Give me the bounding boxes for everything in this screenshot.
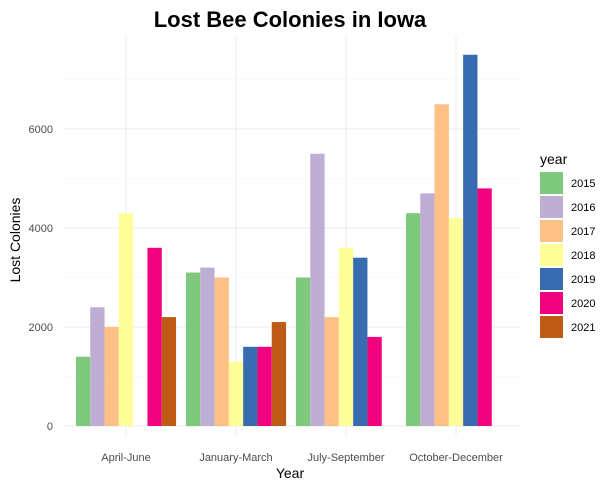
bar — [420, 193, 435, 426]
legend-key — [540, 316, 563, 338]
bar — [271, 322, 287, 426]
bar — [90, 307, 105, 426]
y-axis: 0 2000 4000 6000 — [29, 124, 53, 433]
legend-label: 2016 — [571, 202, 595, 214]
x-tick-label: January-March — [199, 452, 272, 464]
bar — [104, 327, 119, 426]
bar — [367, 336, 382, 426]
x-tick-label: October-December — [409, 452, 503, 464]
legend-key — [540, 196, 563, 218]
y-tick-label: 2000 — [29, 322, 53, 334]
bar — [310, 153, 325, 426]
y-tick-label: 4000 — [29, 223, 53, 235]
bar — [324, 317, 339, 426]
bar — [118, 213, 134, 426]
bar — [434, 104, 449, 426]
legend-key — [540, 244, 563, 266]
x-axis-title: Year — [276, 465, 305, 481]
legend-label: 2018 — [571, 250, 595, 262]
bar — [463, 54, 478, 426]
bar — [200, 267, 215, 426]
bar — [477, 188, 492, 426]
legend-key — [540, 268, 563, 290]
bar — [338, 247, 354, 426]
x-axis: April-June January-March July-September Oct… — [101, 452, 503, 464]
bar — [353, 257, 368, 426]
bar — [147, 247, 162, 426]
bar — [161, 317, 177, 426]
bar — [405, 213, 421, 426]
bar — [257, 346, 272, 426]
chart-title: Lost Bee Colonies in Iowa — [154, 7, 427, 32]
legend-label: 2015 — [571, 178, 595, 190]
bar — [295, 277, 311, 426]
bar — [448, 218, 464, 426]
legend-label: 2019 — [571, 274, 595, 286]
legend-label: 2017 — [571, 226, 595, 238]
bar — [228, 361, 244, 426]
bar — [185, 272, 201, 426]
legend-key — [540, 220, 563, 242]
legend-key — [540, 292, 563, 314]
legend-label: 2020 — [571, 298, 595, 310]
legend-key — [540, 172, 563, 194]
legend-label: 2021 — [571, 322, 595, 334]
y-axis-title: Lost Colonies — [7, 198, 23, 283]
y-tick-label: 6000 — [29, 124, 53, 136]
bars — [75, 54, 492, 426]
y-tick-label: 0 — [47, 421, 53, 433]
bar — [214, 277, 229, 426]
legend-title: year — [540, 151, 568, 167]
legend: year 2015 2016 2017 2018 2019 2020 2021 — [540, 151, 595, 338]
x-tick-label: April-June — [101, 452, 151, 464]
bar — [243, 346, 258, 426]
bar — [75, 356, 91, 426]
x-tick-label: July-September — [307, 452, 384, 464]
